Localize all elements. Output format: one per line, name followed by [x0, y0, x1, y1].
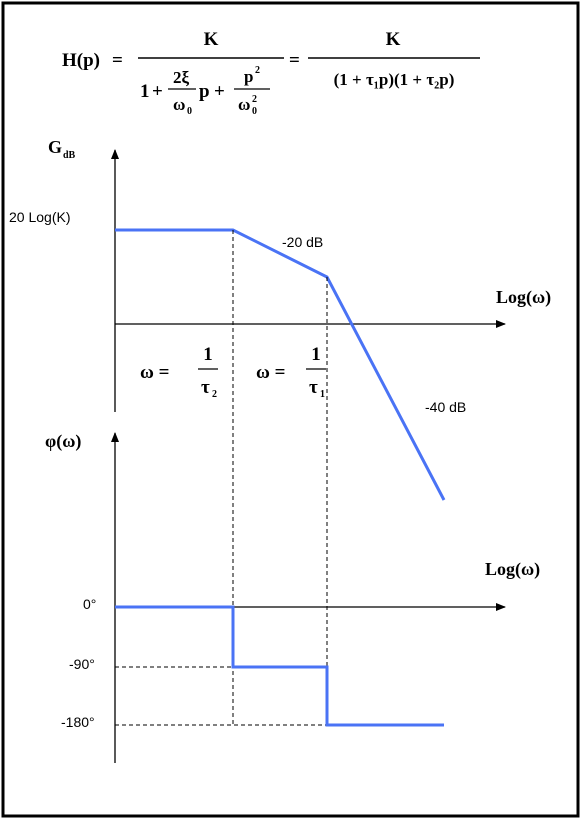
breakpoint-tau1-lhs: ω = [256, 362, 285, 383]
formula-p2-sup: 2 [255, 65, 260, 76]
formula-den-plus-1: + [152, 81, 163, 102]
formula-numerator-2: K [386, 29, 401, 50]
formula-equals-1: = [112, 50, 123, 71]
breakpoint-tau2-num: 1 [203, 344, 213, 365]
breakpoint-labels: ω = 1 τ 2 ω = 1 τ 1 [140, 344, 326, 400]
phase-tick-minus-180: -180° [61, 714, 95, 730]
formula-numerator-1: K [204, 29, 219, 50]
phase-y-label: φ(ω) [45, 431, 81, 452]
breakpoint-tau1-num: 1 [311, 344, 321, 365]
gain-x-label: Log(ω) [496, 287, 551, 308]
formula-equals-2: = [289, 50, 300, 71]
formula-omega0-sq-sup: 2 [252, 94, 257, 105]
gain-y-label: G [48, 137, 62, 157]
formula-den-one: 1 [140, 81, 150, 102]
gain-y-label-sub: dB [63, 150, 76, 161]
breakpoint-tau1-den: τ [309, 377, 318, 398]
gain-plot: G dB 20 Log(K) -20 dB -40 dB Log(ω) [9, 137, 551, 501]
transfer-function: H(p) = K 1 + 2ξ ω 0 p + p 2 ω 0 2 = K (1… [62, 29, 480, 117]
breakpoint-tau2-lhs: ω = [140, 362, 169, 383]
formula-lhs: H(p) [62, 50, 100, 71]
formula-omega0: ω [173, 95, 185, 114]
formula-omega0-sq-sub: 0 [252, 106, 257, 117]
phase-plot: φ(ω) Log(ω) 0° -90° -180° [45, 431, 540, 763]
phase-tick-minus-90: -90° [69, 656, 95, 672]
formula-p: p [199, 81, 210, 102]
slope-20db-label: -20 dB [282, 234, 323, 250]
formula-p2: p [244, 67, 253, 86]
phase-curve [115, 605, 444, 727]
breakpoint-tau1-den-sub: 1 [320, 389, 325, 400]
breakpoint-tau2-den: τ [201, 377, 210, 398]
formula-omega0-sub: 0 [187, 106, 192, 117]
formula-2xi: 2ξ [173, 68, 190, 87]
slope-40db-label: -40 dB [425, 399, 466, 415]
formula-omega0-sq: ω [238, 95, 250, 114]
gain-curve [115, 228, 446, 501]
gain-level-label: 20 Log(K) [9, 209, 70, 225]
formula-denominator-2: (1 + τ₁p)(1 + τ₂p) [334, 70, 455, 89]
formula-den-plus-2: + [214, 81, 225, 102]
breakpoint-tau2-den-sub: 2 [212, 389, 217, 400]
phase-tick-0: 0° [83, 596, 96, 612]
phase-x-label: Log(ω) [485, 559, 540, 580]
